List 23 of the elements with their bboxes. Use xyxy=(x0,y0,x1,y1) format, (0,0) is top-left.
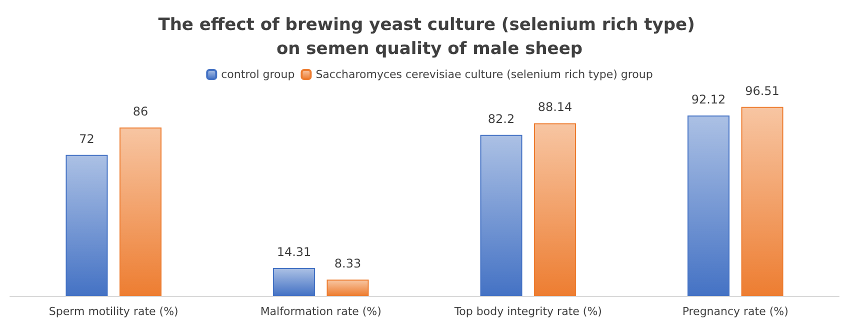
legend-label: Saccharomyces cerevisiae culture (selenium rich type) group xyxy=(316,68,653,81)
bar xyxy=(687,115,730,296)
x-tick-label: Malformation rate (%) xyxy=(260,305,382,318)
data-label: 14.31 xyxy=(276,244,312,259)
data-label: 8.33 xyxy=(334,256,362,271)
x-tick-label: Top body integrity rate (%) xyxy=(453,305,602,318)
bar xyxy=(272,268,315,296)
bar xyxy=(741,106,784,296)
bar xyxy=(66,154,108,296)
chart-title: The effect of brewing yeast culture (selenium rich type) on semen quality of male sheep xyxy=(158,15,701,59)
bar xyxy=(120,127,162,296)
x-tick-label: Pregnancy rate (%) xyxy=(682,305,788,318)
legend-label: control group xyxy=(221,68,295,81)
bar xyxy=(534,123,576,296)
data-label: 82.2 xyxy=(488,112,515,126)
bar xyxy=(480,134,522,296)
data-label: 92.12 xyxy=(691,92,726,106)
data-label: 88.14 xyxy=(538,100,572,114)
x-tick-label: Sperm motility rate (%) xyxy=(48,305,178,318)
data-label: 72 xyxy=(79,132,94,146)
bar xyxy=(326,280,369,296)
data-label: 96.51 xyxy=(745,84,780,98)
data-label: 86 xyxy=(132,104,148,118)
